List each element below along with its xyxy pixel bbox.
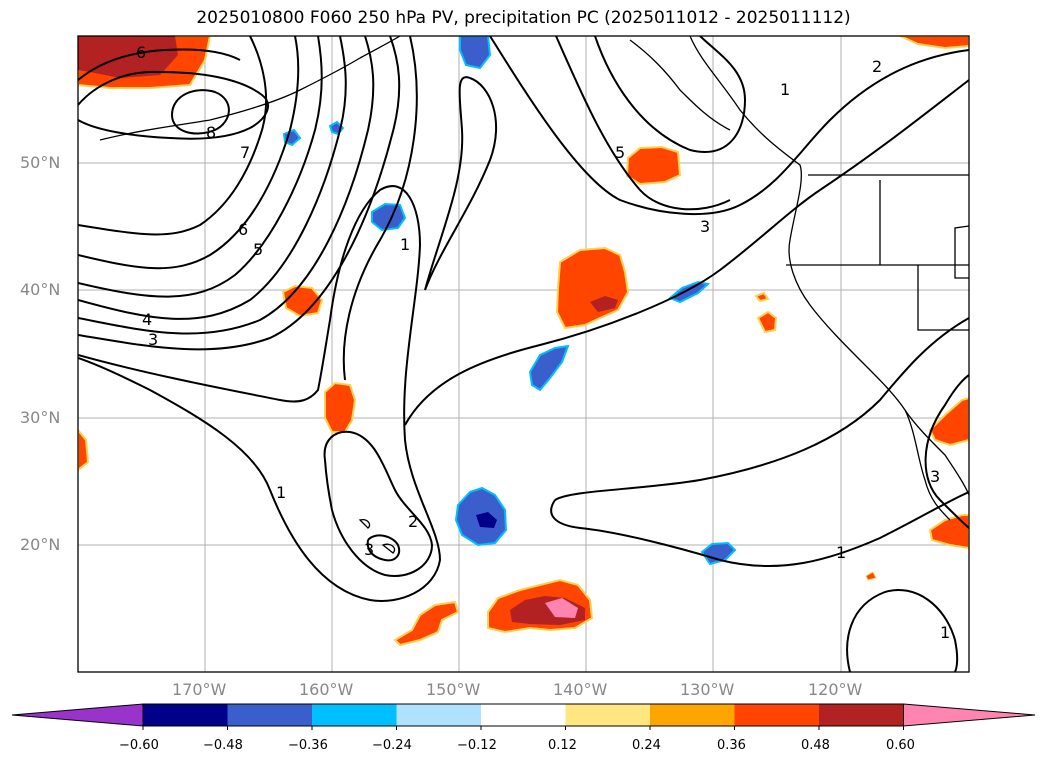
lon-label-120w: 120°W bbox=[808, 680, 863, 699]
colorbar-tick: 0.60 bbox=[886, 738, 915, 753]
colorbar-segment bbox=[227, 704, 312, 726]
contour-label: 2 bbox=[408, 512, 418, 531]
lat-label-20n: 20°N bbox=[20, 535, 61, 554]
map-title: 2025010800 F060 250 hPa PV, precipitatio… bbox=[196, 8, 851, 28]
colorbar-segment bbox=[312, 704, 397, 726]
lat-label-50n: 50°N bbox=[20, 153, 61, 172]
contour-label: 5 bbox=[615, 143, 625, 162]
lat-label-30n: 30°N bbox=[20, 408, 61, 427]
precip-negative bbox=[282, 36, 737, 566]
contour-label: 1 bbox=[780, 80, 790, 99]
map-canvas: 6 8 7 6 5 4 3 1 5 3 2 1 2 3 1 1 3 1 bbox=[77, 35, 970, 673]
colorbar-segment bbox=[481, 704, 566, 726]
lon-label-170w: 170°W bbox=[172, 680, 227, 699]
colorbar-segment bbox=[650, 704, 735, 726]
lon-label-130w: 130°W bbox=[680, 680, 735, 699]
colorbar-tick: −0.24 bbox=[372, 738, 412, 753]
lat-label-40n: 40°N bbox=[20, 280, 61, 299]
map-frame bbox=[77, 35, 970, 673]
lon-label-160w: 160°W bbox=[299, 680, 354, 699]
contour-label: 3 bbox=[930, 467, 940, 486]
colorbar-tick: −0.12 bbox=[457, 738, 497, 753]
contour-label: 1 bbox=[400, 235, 410, 254]
contour-label: 4 bbox=[142, 310, 152, 329]
contour-label: 3 bbox=[148, 330, 158, 349]
contour-label: 3 bbox=[700, 217, 710, 236]
colorbar-segment bbox=[143, 704, 228, 726]
coastlines bbox=[99, 36, 969, 554]
colorbar-tick: −0.36 bbox=[288, 738, 328, 753]
contour-label: 3 bbox=[364, 540, 374, 559]
contour-label: 8 bbox=[206, 123, 216, 142]
contour-label: 1 bbox=[276, 483, 286, 502]
colorbar-tick: 0.24 bbox=[632, 738, 661, 753]
contour-label: 2 bbox=[872, 57, 882, 76]
contour-label: 7 bbox=[240, 143, 250, 162]
contour-label: 6 bbox=[238, 220, 248, 239]
colorbar-tick: 0.36 bbox=[717, 738, 746, 753]
colorbar-segment bbox=[565, 704, 650, 726]
colorbar-extend-high bbox=[903, 703, 1036, 727]
contour-labels: 6 8 7 6 5 4 3 1 5 3 2 1 2 3 1 1 3 1 bbox=[136, 43, 950, 642]
colorbar-tick: −0.60 bbox=[119, 738, 159, 753]
pv-contours bbox=[78, 36, 969, 672]
contour-label: 1 bbox=[940, 623, 950, 642]
colorbar-tick: 0.48 bbox=[801, 738, 830, 753]
colorbar-segment bbox=[396, 704, 481, 726]
colorbar-segment bbox=[734, 704, 819, 726]
colorbar-tick: −0.48 bbox=[203, 738, 243, 753]
colorbar bbox=[11, 703, 1036, 730]
lon-label-140w: 140°W bbox=[553, 680, 608, 699]
colorbar-tick: 0.12 bbox=[548, 738, 577, 753]
colorbar-extend-low bbox=[11, 703, 144, 727]
colorbar-segment bbox=[819, 704, 904, 726]
gridlines bbox=[78, 36, 969, 672]
contour-label: 5 bbox=[253, 240, 263, 259]
colorbar-outline bbox=[142, 703, 904, 727]
lon-label-150w: 150°W bbox=[426, 680, 481, 699]
contour-label: 1 bbox=[836, 543, 846, 562]
contour-label: 6 bbox=[136, 43, 146, 62]
